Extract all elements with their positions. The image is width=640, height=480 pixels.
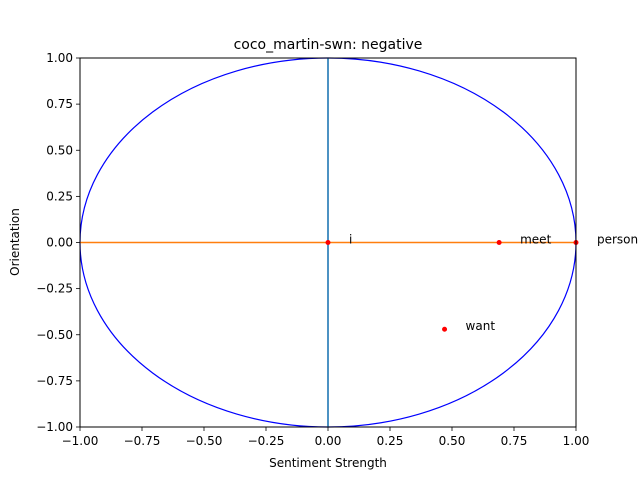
data-point-label: person [597,233,638,247]
y-axis-label: Orientation [8,208,22,276]
x-tick-label: −0.75 [124,434,161,448]
data-point-label: i [349,233,352,247]
y-tick-label: 0.25 [46,189,73,203]
x-tick-label: 0.00 [315,434,342,448]
y-tick-label: 0.50 [46,143,73,157]
x-tick-label: 0.50 [439,434,466,448]
y-tick-label: −0.25 [36,282,73,296]
data-point-label: meet [520,233,551,247]
y-tick-label: −1.00 [36,420,73,434]
x-tick-label: −0.25 [248,434,285,448]
x-tick-label: 0.25 [377,434,404,448]
x-tick-label: 1.00 [563,434,590,448]
data-point [496,240,502,245]
y-tick-label: 0.00 [46,236,73,250]
chart-title: coco_martin-swn: negative [234,37,423,53]
y-tick-label: 1.00 [46,51,73,65]
x-tick-label: 0.75 [501,434,528,448]
data-point [442,326,448,332]
x-tick-label: −1.00 [62,434,99,448]
data-point-label: want [466,319,496,333]
y-tick-label: 0.75 [46,97,73,111]
y-tick-label: −0.75 [36,374,73,388]
x-tick-label: −0.50 [186,434,223,448]
y-tick-label: −0.50 [36,328,73,342]
axis-ticks: −1.00 −0.75 −0.50 −0.25 0.00 0.25 0.50 0.75 1.00… [36,51,589,448]
x-axis-label: Sentiment Strength [269,456,387,470]
plot-area: i meet person want [79,57,638,428]
data-point [325,240,331,245]
